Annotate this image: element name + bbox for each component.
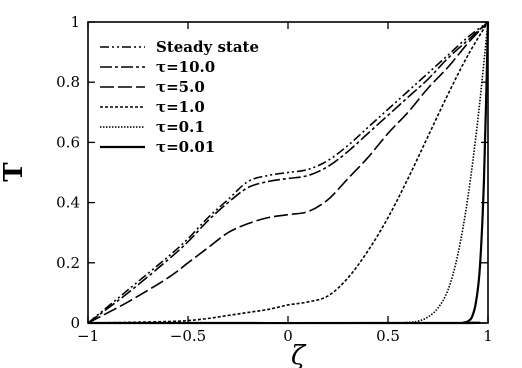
axis-ticks: −1 −0.5 0 0.5 1 0 0.2 0.4 0.6 0.8 1: [56, 13, 493, 345]
legend-label-5-0: τ=5.0: [156, 78, 205, 96]
legend-label-0-1: τ=0.1: [156, 118, 205, 136]
legend-label-10-0: τ=10.0: [156, 58, 215, 76]
series-line-5-0: [87, 21, 489, 324]
y-tick-label: 0: [70, 314, 80, 332]
series-line-steady-state: [87, 21, 489, 324]
y-tick-label: 0.8: [56, 73, 80, 91]
x-tick-label: −0.5: [170, 327, 206, 345]
y-tick-label: 0.2: [56, 254, 80, 272]
plot-series: [87, 21, 490, 325]
y-tick-label: 1: [70, 13, 80, 31]
y-tick-label: 0.4: [56, 194, 80, 212]
x-axis-label: ζ: [291, 341, 307, 368]
legend: Steady state τ=10.0 τ=5.0 τ=1.0 τ=0.1 τ=0.01: [100, 38, 259, 156]
legend-label-steady-state: Steady state: [156, 38, 259, 56]
series-line-10-0: [87, 21, 489, 324]
x-tick-label: −1: [77, 327, 99, 345]
legend-label-1-0: τ=1.0: [156, 98, 205, 116]
x-tick-label: 1: [483, 327, 493, 345]
y-tick-label: 0.6: [56, 133, 80, 151]
x-tick-label: 0: [283, 327, 293, 345]
legend-label-0-01: τ=0.01: [156, 138, 215, 156]
y-axis-label: T̅: [0, 162, 29, 182]
x-tick-label: 0.5: [376, 327, 400, 345]
